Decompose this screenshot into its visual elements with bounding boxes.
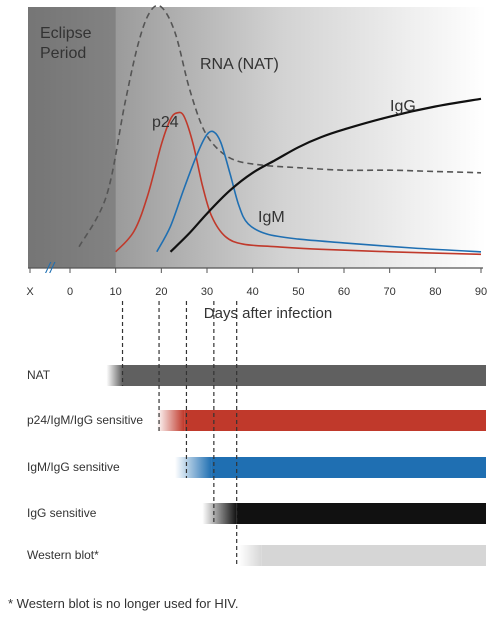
x-tick-label: 0: [67, 286, 73, 298]
axis-break-mark: //: [45, 260, 56, 277]
x-tick-label: 70: [384, 286, 396, 298]
eclipse-period-label: Period: [40, 45, 86, 62]
footnote: * Western blot is no longer used for HIV…: [8, 596, 239, 611]
series-p24-label: p24: [152, 114, 179, 131]
test-label-igm-igg-sensitive: IgM/IgG sensitive: [27, 460, 120, 474]
series-igg-label: IgG: [390, 98, 416, 115]
test-label-western-blot: Western blot*: [27, 548, 99, 562]
x-axis-title: Days after infection: [204, 305, 332, 322]
series-rna-nat-label: RNA (NAT): [200, 56, 279, 73]
test-bar-fade-nat: [106, 365, 123, 386]
test-bar-igm-igg-sensitive: [211, 457, 487, 478]
test-bar-fade-p24-igm-igg-sensitive: [156, 410, 185, 431]
test-bar-igg-sensitive: [236, 503, 486, 524]
x-tick-label: 90: [475, 286, 487, 298]
series-igm-line: [156, 130, 482, 253]
plot-area: Eclipse Period: [28, 7, 486, 268]
eclipse-period-region: [28, 7, 116, 268]
x-axis: X 0 10 20 30 40 50 60 70 80 90 // Days after infecti…: [26, 260, 487, 322]
test-bar-fade-western-blot: [238, 545, 262, 566]
x-tick-label: 10: [110, 286, 122, 298]
detection-markers: [121, 301, 238, 566]
series-igg-line: [169, 97, 482, 253]
eclipse-period-label: Eclipse: [40, 25, 92, 42]
test-bar-fade-igm-igg-sensitive: [175, 457, 212, 478]
x-tick-label: 30: [201, 286, 213, 298]
test-bars: NAT p24/IgM/IgG sensitive IgM/IgG sensitiv…: [27, 365, 487, 566]
series-igm-label: IgM: [258, 209, 285, 226]
x-tick-label: 60: [338, 286, 350, 298]
x-tick-label: 40: [247, 286, 259, 298]
test-label-p24-igm-igg-sensitive: p24/IgM/IgG sensitive: [27, 413, 143, 427]
x-tick-label: 20: [155, 286, 167, 298]
test-bar-nat: [122, 365, 487, 386]
test-label-nat: NAT: [27, 368, 51, 382]
x-tick-label: X: [26, 286, 34, 298]
series-p24-line: [115, 111, 482, 256]
series-layer: RNA (NAT) p24 IgM IgG: [78, 4, 482, 256]
test-bar-fade-igg-sensitive: [202, 503, 237, 524]
test-label-igg-sensitive: IgG sensitive: [27, 506, 97, 520]
test-bar-western-blot: [261, 545, 486, 566]
x-tick-label: 50: [292, 286, 304, 298]
test-bar-p24-igm-igg-sensitive: [184, 410, 486, 431]
x-tick-label: 80: [429, 286, 441, 298]
